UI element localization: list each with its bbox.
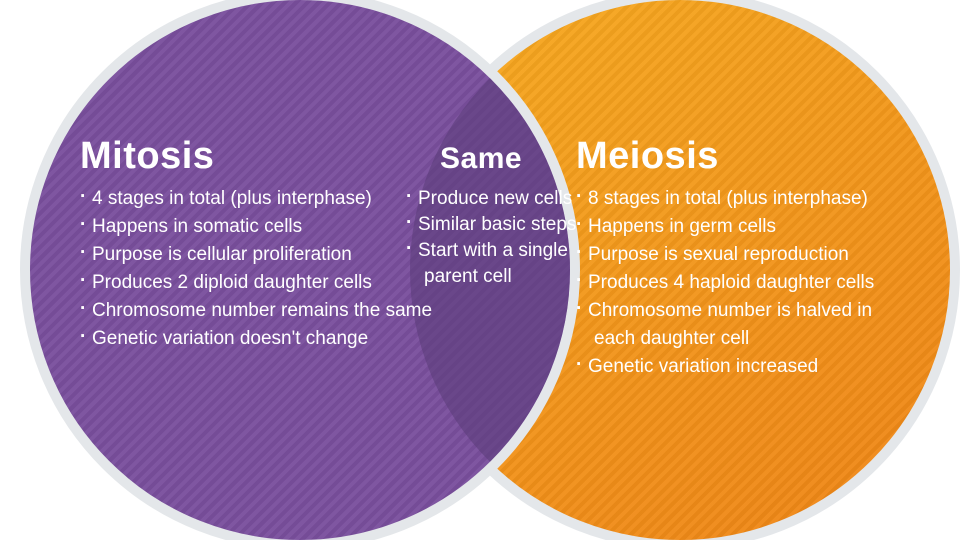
- venn-item: each daughter cell: [588, 325, 874, 353]
- venn-right-title: Meiosis: [576, 135, 719, 178]
- venn-item: 8 stages in total (plus interphase): [588, 185, 874, 213]
- venn-diagram: Mitosis 4 stages in total (plus interpha…: [0, 0, 960, 540]
- venn-item: Produce new cells: [418, 186, 576, 212]
- venn-item: Produces 4 haploid daughter cells: [588, 269, 874, 297]
- venn-item: Chromosome number is halved in: [588, 297, 874, 325]
- venn-item: Genetic variation increased: [588, 353, 874, 381]
- venn-item: Purpose is sexual reproduction: [588, 241, 874, 269]
- venn-center-list: Produce new cellsSimilar basic stepsStar…: [418, 186, 576, 290]
- venn-item: parent cell: [418, 264, 576, 290]
- venn-item: Similar basic steps: [418, 212, 576, 238]
- venn-item: Purpose is cellular proliferation: [92, 241, 432, 269]
- venn-right-list: 8 stages in total (plus interphase)Happe…: [588, 185, 874, 381]
- venn-item: Start with a single: [418, 238, 576, 264]
- venn-item: Happens in somatic cells: [92, 213, 432, 241]
- venn-left-title: Mitosis: [80, 135, 214, 178]
- venn-item: 4 stages in total (plus interphase): [92, 185, 432, 213]
- venn-left-list: 4 stages in total (plus interphase)Happe…: [92, 185, 432, 353]
- venn-center-title: Same: [440, 142, 522, 176]
- venn-item: Genetic variation doesn't change: [92, 325, 432, 353]
- venn-item: Chromosome number remains the same: [92, 297, 432, 325]
- venn-item: Happens in germ cells: [588, 213, 874, 241]
- venn-item: Produces 2 diploid daughter cells: [92, 269, 432, 297]
